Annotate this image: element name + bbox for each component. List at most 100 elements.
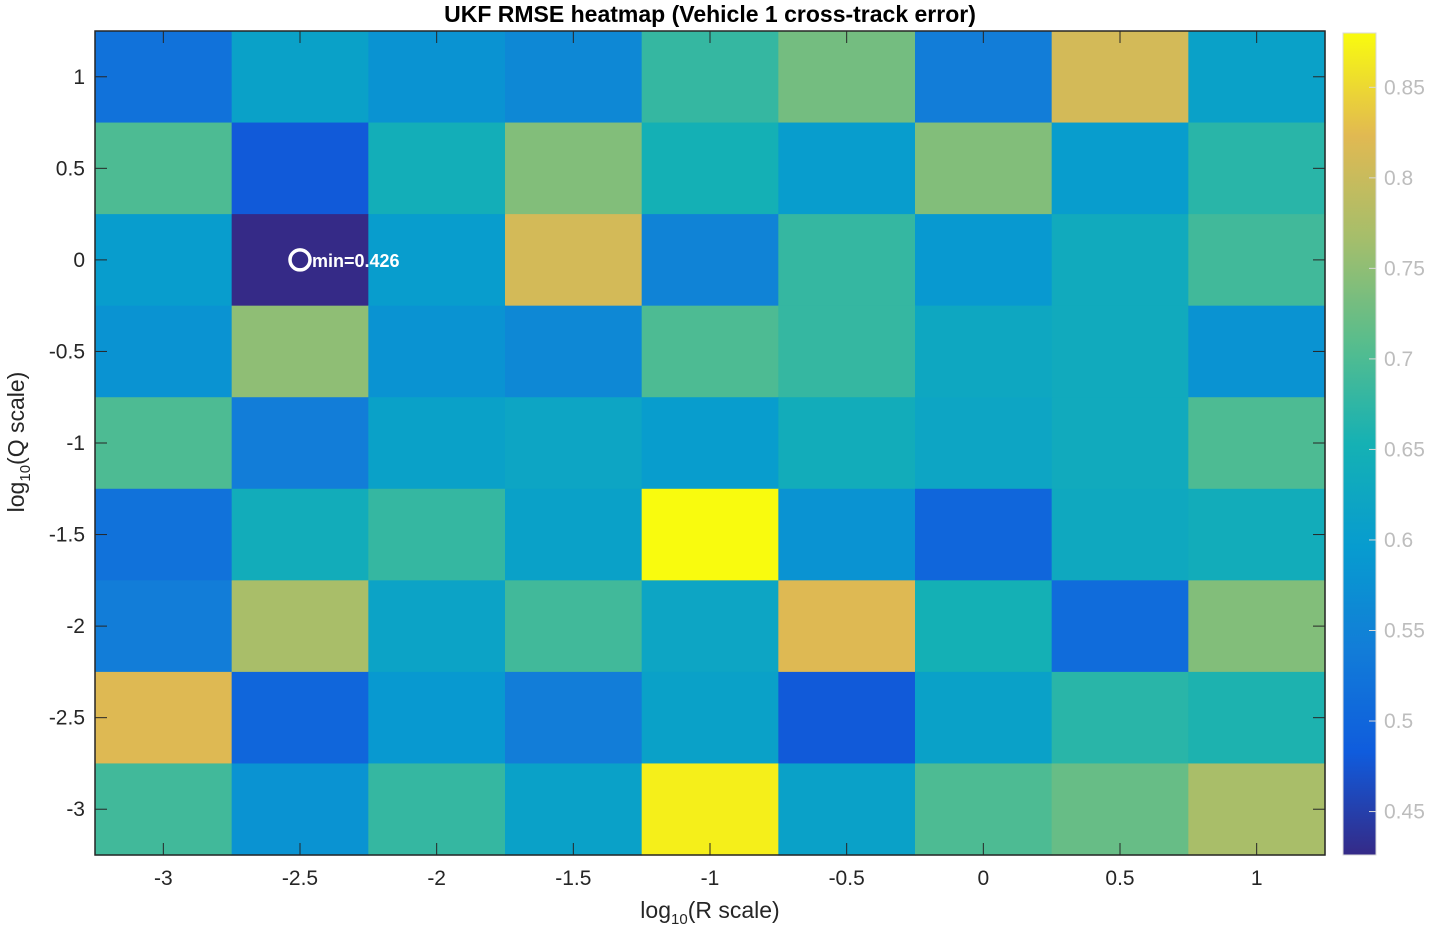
heatmap-cell xyxy=(1051,214,1189,307)
y-axis-ticks: 1 0.5 0 -0.5 -1 -1.5 -2 -2.5 -3 xyxy=(49,66,1325,821)
heatmap-cell xyxy=(368,671,506,765)
heatmap-cell xyxy=(505,671,643,765)
y-axis-label-base: log xyxy=(3,482,29,513)
colorbar-tick-label: 0.75 xyxy=(1384,257,1425,280)
heatmap-cell xyxy=(368,305,506,398)
x-tick-label: -1 xyxy=(701,867,720,890)
heatmap-cell xyxy=(95,397,233,490)
y-tick-label: 0.5 xyxy=(56,157,85,180)
heatmap-cell xyxy=(1188,488,1326,581)
heatmap-cell xyxy=(95,305,233,398)
heatmap-cell xyxy=(1188,305,1326,398)
heatmap-cell xyxy=(231,214,369,307)
heatmap-cell xyxy=(641,122,779,215)
y-tick-label: -3 xyxy=(66,798,85,821)
heatmap-cell xyxy=(1188,31,1326,124)
heatmap-cell xyxy=(778,763,916,856)
heatmap-cell xyxy=(1051,31,1189,124)
heatmap-cell xyxy=(915,488,1053,581)
heatmap-cell xyxy=(778,397,916,490)
x-axis-label-rest: (R scale) xyxy=(688,897,780,923)
heatmap-cell xyxy=(95,763,233,856)
heatmap-cell xyxy=(778,671,916,765)
heatmap-cell xyxy=(505,488,643,581)
heatmap-cell xyxy=(915,214,1053,307)
colorbar-gradient xyxy=(1342,32,1377,856)
min-marker-label: min=0.426 xyxy=(312,251,400,271)
y-tick-label: -2 xyxy=(66,615,85,638)
heatmap-cell xyxy=(368,580,506,673)
colorbar-tick-label: 0.6 xyxy=(1384,529,1413,552)
heatmap-cell xyxy=(1051,397,1189,490)
colorbar-tick-label: 0.7 xyxy=(1384,348,1413,371)
heatmap-cell xyxy=(1188,580,1326,673)
heatmap-cell xyxy=(1051,488,1189,581)
heatmap-cell xyxy=(505,31,643,124)
heatmap-cell xyxy=(915,31,1053,124)
heatmap-cell xyxy=(231,488,369,581)
x-tick-label: -2.5 xyxy=(282,867,318,890)
x-tick-label: -0.5 xyxy=(829,867,865,890)
heatmap-cell xyxy=(1051,763,1189,856)
heatmap-cell xyxy=(368,397,506,490)
heatmap-cell xyxy=(231,763,369,856)
heatmap-cell xyxy=(368,763,506,856)
y-tick-label: -1 xyxy=(66,432,85,455)
heatmap-cell xyxy=(1051,305,1189,398)
heatmap-cell xyxy=(95,31,233,124)
colorbar-tick-label: 0.65 xyxy=(1384,438,1425,461)
colorbar-tick-label: 0.5 xyxy=(1384,710,1413,733)
y-tick-label: -2.5 xyxy=(49,707,85,730)
heatmap-cell xyxy=(95,488,233,581)
x-tick-label: -1.5 xyxy=(555,867,591,890)
heatmap-cell xyxy=(915,305,1053,398)
heatmap-cell xyxy=(505,580,643,673)
min-marker: min=0.426 xyxy=(288,248,400,272)
y-tick-label: 1 xyxy=(73,66,85,89)
heatmap-cell xyxy=(778,31,916,124)
heatmap-cell xyxy=(505,305,643,398)
y-axis-label-rest: (Q scale) xyxy=(3,372,29,465)
heatmap-cell xyxy=(1188,122,1326,215)
heatmap-cell xyxy=(231,305,369,398)
heatmap-cell xyxy=(641,671,779,765)
heatmap-cell xyxy=(915,122,1053,215)
heatmap-cell xyxy=(231,580,369,673)
heatmap-cell xyxy=(368,31,506,124)
heatmap-cell xyxy=(1051,580,1189,673)
heatmap-cell xyxy=(231,31,369,124)
colorbar-tick-label: 0.85 xyxy=(1384,76,1425,99)
heatmap-cell xyxy=(368,488,506,581)
colorbar-tick-label: 0.55 xyxy=(1384,619,1425,642)
heatmap-cell xyxy=(231,122,369,215)
y-axis-label: log10(Q scale) xyxy=(3,372,34,513)
heatmap-cell xyxy=(1051,122,1189,215)
colorbar-tick-label: 0.8 xyxy=(1384,167,1413,190)
heatmap-cell xyxy=(95,671,233,765)
heatmap-cell xyxy=(641,763,779,856)
x-tick-label: -2 xyxy=(427,867,446,890)
x-axis-ticks: -3 -2.5 -2 -1.5 -1 -0.5 0 0.5 1 xyxy=(154,31,1263,890)
x-tick-label: -3 xyxy=(154,867,173,890)
heatmap-cell xyxy=(1188,214,1326,307)
x-axis-label-base: log xyxy=(640,897,671,923)
heatmap-cell xyxy=(778,305,916,398)
heatmap-cell xyxy=(778,488,916,581)
heatmap-cell xyxy=(641,305,779,398)
chart-title: UKF RMSE heatmap (Vehicle 1 cross-track … xyxy=(444,1,976,27)
heatmap-cell xyxy=(915,763,1053,856)
heatmap-cell xyxy=(505,122,643,215)
heatmap-cell xyxy=(1051,671,1189,765)
heatmap-cell xyxy=(1188,763,1326,856)
heatmap-cell xyxy=(641,214,779,307)
heatmap-cell xyxy=(915,580,1053,673)
heatmap-cell xyxy=(1188,671,1326,765)
heatmap-cell xyxy=(641,580,779,673)
heatmap-cell xyxy=(778,214,916,307)
x-axis-label: log10(R scale) xyxy=(640,897,779,927)
x-axis-label-sub: 10 xyxy=(671,911,688,927)
x-tick-label: 1 xyxy=(1251,867,1263,890)
heatmap-cell xyxy=(778,580,916,673)
heatmap-cell xyxy=(1188,397,1326,490)
heatmap-cell xyxy=(915,397,1053,490)
